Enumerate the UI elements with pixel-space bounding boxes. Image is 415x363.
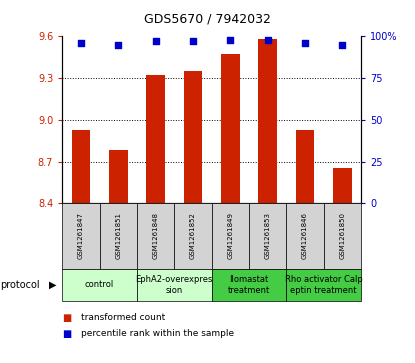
Point	[78, 40, 84, 46]
Point	[339, 42, 346, 48]
Point	[264, 37, 271, 42]
Text: GDS5670 / 7942032: GDS5670 / 7942032	[144, 13, 271, 26]
Bar	[259, 39, 277, 203]
Bar	[286, 203, 324, 269]
Bar	[62, 203, 100, 269]
Bar	[333, 168, 352, 203]
Bar	[146, 75, 165, 203]
Text: Ilomastat
treatment: Ilomastat treatment	[228, 275, 270, 295]
Text: GSM1261848: GSM1261848	[153, 212, 159, 260]
Text: GSM1261849: GSM1261849	[227, 212, 233, 260]
Text: percentile rank within the sample: percentile rank within the sample	[81, 330, 234, 338]
Text: Rho activator Calp
eptin treatment: Rho activator Calp eptin treatment	[285, 275, 363, 295]
Text: GSM1261852: GSM1261852	[190, 212, 196, 260]
Point	[152, 38, 159, 44]
Bar	[184, 71, 203, 203]
Bar	[137, 269, 212, 301]
Bar	[249, 203, 286, 269]
Text: transformed count: transformed count	[81, 313, 165, 322]
Text: ■: ■	[62, 313, 71, 323]
Bar	[71, 130, 90, 203]
Bar	[212, 203, 249, 269]
Bar	[109, 150, 128, 203]
Text: GSM1261853: GSM1261853	[265, 212, 271, 260]
Text: GSM1261850: GSM1261850	[339, 212, 345, 260]
Text: control: control	[85, 281, 114, 289]
Text: GSM1261847: GSM1261847	[78, 212, 84, 260]
Text: EphA2-overexpres
sion: EphA2-overexpres sion	[136, 275, 213, 295]
Bar	[286, 269, 361, 301]
Text: ▶: ▶	[49, 280, 57, 290]
Bar	[221, 54, 240, 203]
Bar	[62, 269, 137, 301]
Bar	[212, 269, 286, 301]
Text: GSM1261851: GSM1261851	[115, 212, 121, 260]
Text: GSM1261846: GSM1261846	[302, 212, 308, 260]
Point	[115, 42, 122, 48]
Bar	[324, 203, 361, 269]
Text: ■: ■	[62, 329, 71, 339]
Bar	[174, 203, 212, 269]
Point	[302, 40, 308, 46]
Bar	[100, 203, 137, 269]
Bar	[295, 130, 315, 203]
Bar	[137, 203, 174, 269]
Point	[227, 37, 234, 42]
Point	[190, 38, 196, 44]
Text: protocol: protocol	[0, 280, 39, 290]
